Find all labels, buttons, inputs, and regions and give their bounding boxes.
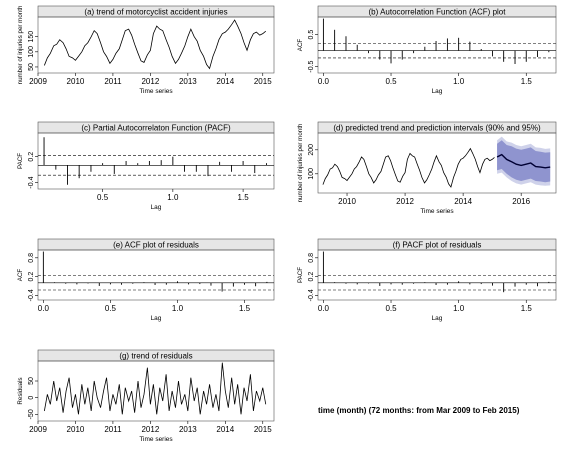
plot-frame [317, 249, 557, 301]
x-axis-label: Time series [420, 208, 454, 215]
y-tick-label: 0 [28, 396, 35, 400]
x-tick-label: 0.0 [318, 77, 330, 86]
panel-e: (e) ACF plot of residuals -0.4 0.2 0.8 0.0 0.… [17, 238, 275, 322]
x-tick-label: 2009 [29, 77, 47, 86]
prediction-interval-90 [497, 140, 551, 183]
x-tick-label: 1.5 [521, 304, 533, 313]
x-tick-label: 1.0 [453, 77, 465, 86]
x-tick-label: 2014 [216, 425, 234, 434]
x-tick-label: 2015 [254, 425, 272, 434]
x-tick-label: 2014 [216, 77, 234, 86]
y-tick-label: -50 [28, 409, 35, 419]
panel-title: (g) trend of residuals [119, 352, 192, 361]
x-tick-label: 2011 [104, 425, 122, 434]
y-tick-label: 0.2 [28, 152, 35, 162]
y-tick-label: 0.8 [28, 253, 35, 263]
x-tick-label: 2009 [29, 425, 47, 434]
y-tick-label: 100 [28, 46, 35, 58]
panel-title: (e) ACF plot of residuals [113, 241, 199, 250]
y-axis-label: ACF [17, 269, 24, 282]
plot-area [43, 362, 267, 415]
panel-f: (f) PACF plot of residuals -0.4 0.2 0.8 0.0 0… [297, 238, 557, 322]
series-line [43, 19, 267, 70]
panel-b: (b) Autocorrelation Function (ACF) plot -… [297, 5, 557, 95]
plot-area [43, 19, 267, 70]
y-tick-label: 0.2 [308, 272, 315, 282]
y-tick-label: 200 [308, 144, 315, 156]
x-axis-label: Lag [151, 315, 162, 322]
plot-frame [317, 16, 557, 74]
x-axis-label: Time series [139, 88, 173, 95]
y-tick-label: 0.2 [28, 272, 35, 282]
y-tick-label: 0.8 [308, 253, 315, 263]
x-tick-label: 2013 [179, 77, 197, 86]
panel-title: (a) trend of motorcyclist accident injur… [84, 8, 227, 17]
y-tick-label: 0.5 [308, 30, 315, 40]
y-tick-label: -0.4 [28, 289, 35, 301]
y-axis-label: ACF [297, 39, 304, 52]
y-tick-label: -0.5 [308, 60, 315, 72]
y-tick-label: 100 [308, 168, 315, 180]
panel-title: (c) Partial Autocorrelaton Function (PAC… [81, 124, 231, 133]
y-axis-label: number of injuries per month [17, 5, 24, 84]
x-tick-label: 2014 [454, 197, 472, 206]
panel-title: (d) predicted trend and prediction inter… [333, 124, 541, 133]
x-tick-label: 2011 [104, 77, 122, 86]
y-tick-label: -0.4 [28, 176, 35, 188]
x-axis-label: Time series [139, 436, 173, 443]
x-tick-label: 2016 [512, 197, 530, 206]
panel-d: (d) predicted trend and prediction inter… [297, 121, 557, 215]
plot-frame [37, 249, 275, 301]
x-tick-label: 0.5 [97, 193, 109, 202]
forecast-line [496, 153, 551, 169]
x-tick-label: 0.0 [318, 304, 330, 313]
y-axis-label: PACF [297, 267, 304, 283]
x-tick-label: 2012 [141, 425, 159, 434]
y-tick-label: 50 [28, 63, 35, 71]
panel-a: (a) trend of motorcyclist accident injur… [17, 5, 275, 95]
panel-title: (b) Autocorrelation Function (ACF) plot [369, 8, 507, 17]
y-tick-label: 50 [28, 377, 35, 385]
panel-g: (g) trend of residuals -50 0 50 2009 2010 2011… [17, 349, 275, 443]
x-tick-label: 2012 [141, 77, 159, 86]
x-tick-label: 0.5 [385, 77, 397, 86]
x-tick-label: 0.5 [385, 304, 397, 313]
footnote: time (month) (72 months: from Mar 2009 t… [318, 406, 520, 415]
plot-frame [37, 360, 275, 422]
y-axis-label: Residuals [17, 377, 24, 404]
x-tick-label: 0.0 [38, 304, 50, 313]
x-axis-label: Lag [151, 204, 162, 211]
x-tick-label: 1.0 [453, 304, 465, 313]
plot-frame [37, 16, 275, 74]
panel-c: (c) Partial Autocorrelaton Function (PAC… [17, 121, 275, 211]
x-tick-label: 1.5 [238, 193, 250, 202]
plot-area [322, 136, 551, 188]
x-tick-label: 2010 [338, 197, 356, 206]
x-tick-label: 2010 [67, 425, 85, 434]
x-axis-label: Lag [432, 88, 443, 95]
x-tick-label: 1.0 [167, 193, 179, 202]
series-line [43, 362, 267, 415]
x-tick-label: 1.5 [521, 77, 533, 86]
x-tick-label: 2015 [254, 77, 272, 86]
panel-title: (f) PACF plot of residuals [393, 241, 482, 250]
x-tick-label: 2012 [396, 197, 414, 206]
plot-frame [37, 132, 275, 190]
y-axis-label: number of injuries per month [297, 123, 304, 202]
x-tick-label: 2013 [179, 425, 197, 434]
x-tick-label: 1.0 [172, 304, 184, 313]
plot-frame [317, 132, 557, 194]
x-axis-label: Lag [432, 315, 443, 322]
x-tick-label: 0.5 [105, 304, 117, 313]
y-tick-label: 150 [28, 31, 35, 43]
y-tick-label: -0.4 [308, 289, 315, 301]
x-tick-label: 1.5 [239, 304, 251, 313]
y-axis-label: PACF [17, 153, 24, 169]
series-line [322, 147, 495, 188]
x-tick-label: 2010 [67, 77, 85, 86]
